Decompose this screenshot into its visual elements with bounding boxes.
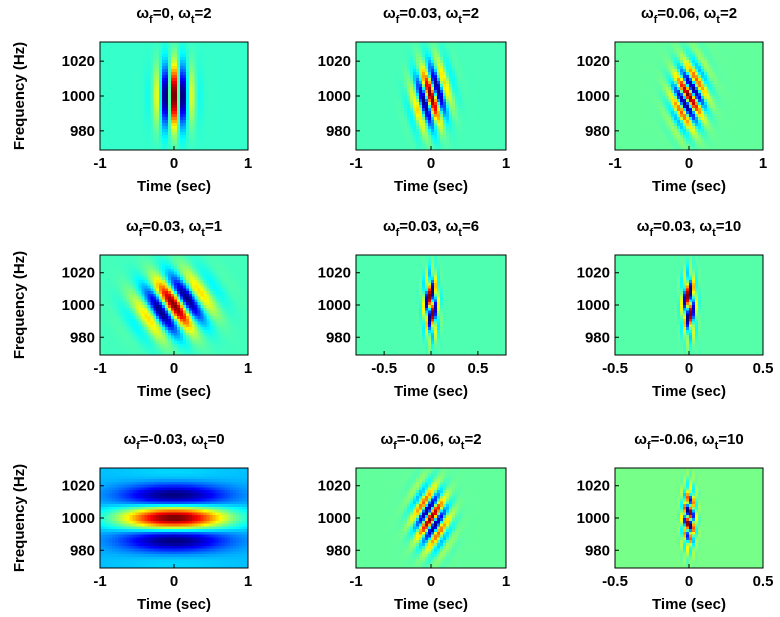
y-tick-label: 1000 bbox=[62, 88, 95, 105]
title-text: ω bbox=[136, 5, 149, 22]
x-tick-label: 1 bbox=[244, 155, 252, 172]
x-tick-label: 1 bbox=[502, 155, 510, 172]
x-tick-label: 0 bbox=[170, 155, 178, 172]
title-text: ω bbox=[383, 5, 396, 22]
y-tick-label: 980 bbox=[326, 123, 351, 140]
x-tick-label: -1 bbox=[349, 155, 362, 172]
image bbox=[100, 42, 249, 151]
x-tick-label: -1 bbox=[93, 155, 106, 172]
image bbox=[615, 42, 764, 151]
y-axis-label: Frequency (Hz) bbox=[11, 42, 28, 150]
y-tick-label: 1000 bbox=[318, 88, 351, 105]
title-text: =0.03, ω bbox=[399, 5, 458, 22]
subplot-title: ωf=0, ωt=2 bbox=[136, 5, 211, 26]
y-tick-label: 1020 bbox=[318, 53, 351, 70]
y-tick-label: 980 bbox=[70, 123, 95, 140]
title-text: =0, ω bbox=[153, 5, 191, 22]
x-axis-label: Time (sec) bbox=[394, 178, 468, 195]
title-text: =2 bbox=[462, 5, 479, 22]
subplot-title: ωf=0.03, ωt=2 bbox=[383, 5, 479, 26]
title-text: =2 bbox=[195, 5, 212, 22]
y-tick-label: 1020 bbox=[62, 53, 95, 70]
x-tick-label: 0 bbox=[427, 155, 435, 172]
x-axis-label: Time (sec) bbox=[137, 178, 211, 195]
image bbox=[356, 42, 507, 151]
